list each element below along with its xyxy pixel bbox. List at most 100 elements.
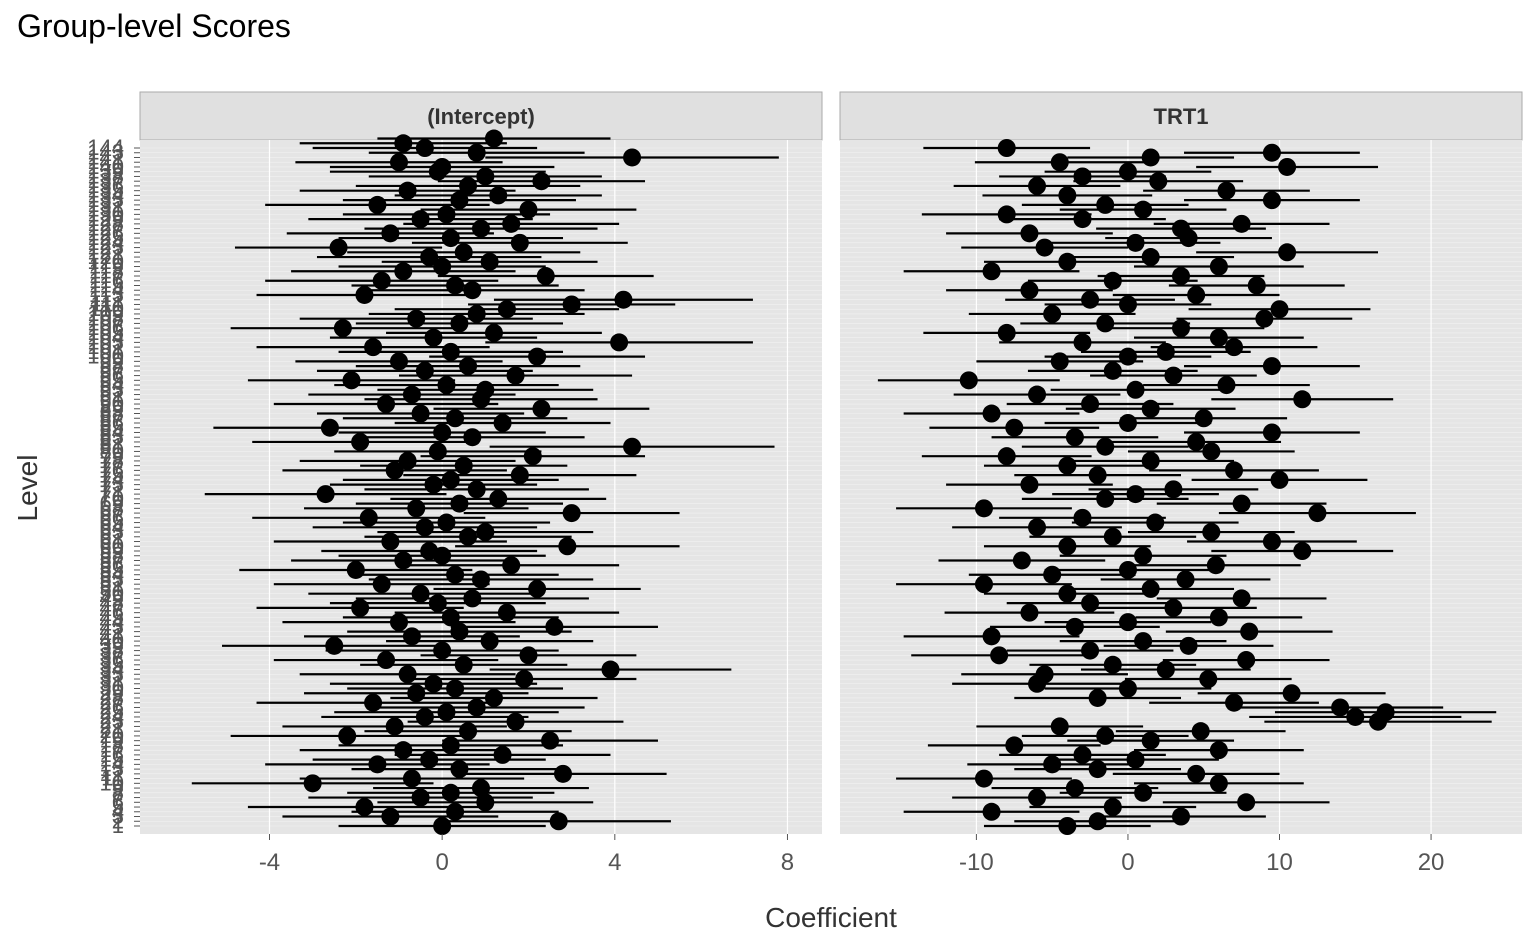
- point-estimate: [1081, 290, 1100, 309]
- y-tick-label: 24: [100, 704, 124, 729]
- y-tick-label: 11: [101, 766, 124, 791]
- point-estimate: [411, 788, 430, 807]
- y-tick-label: 128: [87, 211, 124, 236]
- point-estimate: [389, 153, 408, 172]
- y-tick-label: 4: [112, 799, 124, 824]
- point-estimate: [1118, 162, 1137, 181]
- y-tick-label: 61: [100, 529, 124, 554]
- point-estimate: [372, 575, 391, 594]
- point-estimate: [441, 470, 460, 489]
- y-tick-label: 95: [100, 367, 124, 392]
- point-estimate: [1164, 480, 1183, 499]
- point-estimate: [1247, 276, 1266, 295]
- point-estimate: [441, 608, 460, 627]
- point-estimate: [433, 641, 452, 660]
- point-estimate: [1172, 267, 1190, 286]
- y-tick-label: 2: [112, 808, 124, 833]
- x-tick-label: 0: [1121, 849, 1134, 876]
- y-tick-label: 101: [87, 339, 124, 364]
- y-tick-label: 85: [100, 415, 124, 440]
- point-estimate: [480, 632, 499, 651]
- point-estimate: [1073, 508, 1092, 527]
- point-estimate: [1187, 764, 1206, 783]
- point-estimate: [1058, 537, 1077, 556]
- y-tick-label: 31: [100, 671, 124, 696]
- point-estimate: [1217, 376, 1236, 395]
- y-tick-label: 22: [100, 713, 124, 738]
- y-tick-label: 14: [100, 751, 124, 776]
- point-estimate: [1096, 437, 1115, 456]
- chart-title: Group-level Scores: [17, 8, 291, 44]
- y-tick-label: 62: [100, 524, 124, 549]
- y-tick-label: 60: [100, 533, 124, 558]
- y-tick-label: 116: [89, 268, 124, 293]
- y-tick-label: 52: [100, 571, 124, 596]
- point-estimate: [1035, 665, 1054, 684]
- point-estimate: [394, 134, 413, 153]
- point-estimate: [1262, 143, 1281, 162]
- point-estimate: [476, 167, 495, 186]
- point-estimate: [472, 219, 490, 238]
- point-estimate: [415, 518, 434, 537]
- point-estimate: [428, 442, 447, 461]
- point-estimate: [1103, 798, 1122, 817]
- point-estimate: [407, 499, 426, 518]
- point-estimate: [433, 157, 452, 176]
- point-estimate: [523, 447, 542, 466]
- point-estimate: [1058, 186, 1077, 205]
- point-estimate: [1209, 328, 1228, 347]
- y-tick-label: 18: [100, 732, 124, 757]
- y-tick-label: 103: [87, 329, 124, 354]
- y-tick-label: 93: [100, 377, 124, 402]
- point-estimate: [1172, 807, 1190, 826]
- point-estimate: [1202, 442, 1221, 461]
- point-estimate: [1126, 380, 1145, 399]
- y-tick-label: 123: [87, 235, 124, 260]
- point-estimate: [1237, 793, 1256, 812]
- point-estimate: [342, 371, 361, 390]
- point-estimate: [1065, 617, 1084, 636]
- point-estimate: [1237, 651, 1256, 670]
- y-tick-label: 86: [100, 410, 124, 435]
- y-tick-label: 96: [100, 363, 124, 388]
- point-estimate: [601, 660, 620, 679]
- y-tick-label: 50: [100, 581, 124, 606]
- y-tick-label: 78: [100, 448, 124, 473]
- point-estimate: [1058, 817, 1077, 835]
- y-tick-label: 16: [100, 742, 124, 767]
- y-tick-label: 45: [100, 604, 124, 629]
- point-estimate: [415, 707, 434, 726]
- y-tick-label: 47: [100, 595, 124, 620]
- point-estimate: [997, 323, 1016, 342]
- point-estimate: [610, 333, 629, 352]
- point-estimate: [1050, 153, 1069, 172]
- point-estimate: [480, 252, 499, 271]
- point-estimate: [441, 736, 460, 755]
- point-estimate: [1156, 660, 1175, 679]
- y-tick-label: 70: [100, 486, 124, 511]
- y-tick-label: 127: [87, 216, 124, 241]
- point-estimate: [1118, 295, 1137, 314]
- point-estimate: [1194, 409, 1213, 428]
- point-estimate: [974, 499, 993, 518]
- point-estimate: [351, 598, 370, 617]
- point-estimate: [489, 186, 508, 205]
- point-estimate: [402, 385, 421, 404]
- point-estimate: [389, 352, 408, 371]
- point-estimate: [394, 551, 413, 570]
- y-tick-label: 114: [89, 277, 124, 302]
- point-estimate: [446, 802, 465, 821]
- point-estimate: [1199, 670, 1218, 689]
- point-estimate: [1035, 238, 1054, 257]
- point-estimate: [1262, 357, 1281, 376]
- facet-strip-label: TRT1: [1154, 104, 1209, 129]
- y-tick-label: 138: [87, 163, 124, 188]
- point-estimate: [450, 314, 469, 333]
- point-estimate: [982, 802, 1001, 821]
- point-estimate: [997, 447, 1016, 466]
- point-estimate: [459, 176, 478, 195]
- point-estimate: [974, 575, 993, 594]
- point-estimate: [997, 139, 1016, 157]
- point-estimate: [519, 200, 538, 219]
- point-estimate: [1255, 309, 1274, 328]
